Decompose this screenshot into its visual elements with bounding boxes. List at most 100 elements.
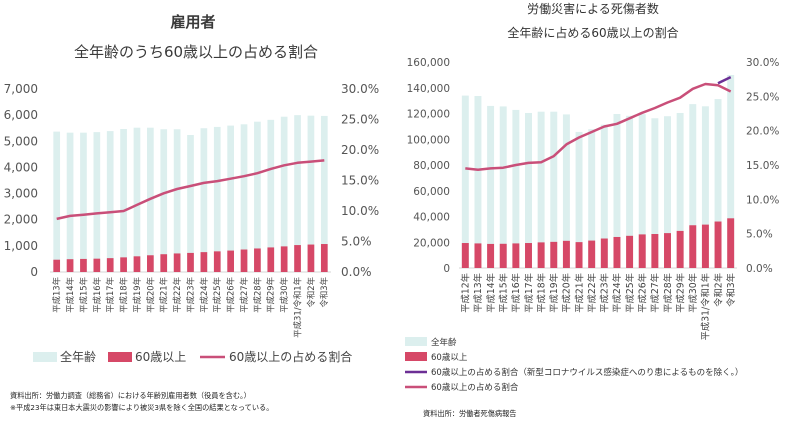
bar-all-ages bbox=[240, 124, 248, 273]
bar-all-ages bbox=[213, 126, 221, 273]
ratio-line bbox=[465, 82, 732, 172]
y-tick-label: 140,000 bbox=[407, 83, 450, 95]
bar-over60 bbox=[664, 233, 671, 268]
right-title-line1: 労働災害による死傷者数 bbox=[527, 1, 659, 16]
x-tick-label: 平成27年 bbox=[649, 273, 661, 313]
bar-all-ages bbox=[727, 75, 735, 268]
legend-swatch-all-ages bbox=[33, 352, 57, 362]
bar-all-ages bbox=[173, 129, 181, 272]
bar-over60 bbox=[588, 240, 596, 268]
bar-over60 bbox=[307, 244, 315, 272]
bar-over60 bbox=[66, 259, 74, 272]
x-tick-label: 平成23年 bbox=[185, 277, 195, 313]
bar-all-ages bbox=[626, 115, 634, 268]
right-x-axis-labels: 平成12年 平成13年 平成14年 平成15年 平成16年 平成17年 平成18年 平成19年… bbox=[460, 273, 737, 340]
x-tick-label: 令和3年 bbox=[319, 277, 329, 307]
right-y2-axis: 0.0% 5.0% 10.0% 15.0% 20.0% 25.0% 30.0% bbox=[746, 57, 779, 275]
bar-over60 bbox=[254, 248, 261, 272]
y2-tick-label: 5.0% bbox=[341, 235, 372, 249]
bar-over60 bbox=[600, 238, 608, 268]
legend-swatch-over60 bbox=[405, 352, 427, 361]
bar-over60 bbox=[93, 258, 101, 272]
y-tick-label: 3,000 bbox=[4, 187, 38, 201]
bar-all-ages bbox=[664, 116, 671, 268]
bar-all-ages bbox=[525, 112, 532, 268]
y-tick-label: 80,000 bbox=[413, 160, 450, 172]
y-tick-label: 1,000 bbox=[4, 239, 38, 253]
y2-tick-label: 30.0% bbox=[746, 57, 779, 69]
bar-all-ages bbox=[588, 129, 596, 268]
x-tick-label: 平成13年 bbox=[52, 277, 62, 313]
y2-tick-label: 25.0% bbox=[341, 113, 379, 127]
x-tick-label: 平成25年 bbox=[212, 277, 222, 313]
bar-all-ages bbox=[701, 106, 709, 268]
bar-all-ages bbox=[537, 111, 545, 268]
right-legend: 全年齢 60歳以上 60歳以上の占める割合（新型コロナウイルス感染症へのり患によ… bbox=[405, 337, 743, 393]
bar-over60 bbox=[525, 243, 532, 268]
y-tick-label: 0 bbox=[30, 265, 38, 279]
x-tick-label: 平成31/令和1年 bbox=[292, 277, 302, 338]
left-legend-ratio: 60歳以上の占める割合 bbox=[229, 349, 352, 364]
right-y-axis: 0 20,000 40,000 60,000 80,000 100,000 120,000 1… bbox=[407, 57, 450, 275]
bar-over60 bbox=[173, 253, 181, 272]
x-tick-label: 平成13年 bbox=[472, 273, 484, 313]
y2-tick-label: 5.0% bbox=[746, 229, 773, 241]
bar-all-ages bbox=[474, 95, 482, 269]
x-tick-label: 平成21年 bbox=[159, 277, 169, 313]
bar-over60 bbox=[200, 252, 208, 272]
x-tick-label: 平成25年 bbox=[624, 273, 636, 313]
right-ratio-lines bbox=[465, 75, 732, 172]
bar-over60 bbox=[512, 243, 520, 268]
bar-over60 bbox=[676, 230, 684, 268]
left-legend: 全年齢 60歳以上 60歳以上の占める割合 bbox=[33, 349, 352, 364]
bar-all-ages bbox=[294, 115, 301, 273]
bar-over60 bbox=[626, 235, 634, 268]
bar-all-ages bbox=[613, 114, 621, 268]
x-tick-label: 平成24年 bbox=[199, 277, 209, 313]
bar-all-ages bbox=[66, 132, 74, 272]
bar-over60 bbox=[80, 258, 87, 272]
x-tick-label: 平成16年 bbox=[510, 273, 522, 313]
x-tick-label: 平成18年 bbox=[535, 273, 547, 313]
bar-all-ages bbox=[254, 121, 261, 272]
bar-over60 bbox=[120, 257, 127, 272]
bar-all-ages bbox=[160, 129, 168, 272]
bar-all-ages bbox=[53, 131, 61, 272]
bar-over60 bbox=[727, 218, 735, 268]
y-tick-label: 40,000 bbox=[413, 212, 450, 224]
x-tick-label: 平成17年 bbox=[523, 273, 535, 313]
left-source-line2: ※平成23年は東日本大震災の影響により被災3県を除く全国の結果となっている。 bbox=[10, 403, 273, 412]
left-subtitle: 全年齢のうち60歳以上の占める割合 bbox=[74, 43, 318, 61]
x-tick-label: 平成14年 bbox=[65, 277, 75, 313]
bar-all-ages bbox=[689, 104, 697, 268]
bar-over60 bbox=[213, 251, 221, 272]
bar-all-ages bbox=[93, 132, 101, 272]
y2-tick-label: 10.0% bbox=[746, 194, 779, 206]
x-tick-label: 平成26年 bbox=[636, 273, 648, 313]
x-tick-label: 平成27年 bbox=[239, 277, 249, 313]
left-legend-all-ages: 全年齢 bbox=[60, 349, 96, 364]
bar-all-ages bbox=[106, 131, 114, 272]
right-legend-over60: 60歳以上 bbox=[431, 352, 468, 363]
x-tick-label: 平成12年 bbox=[460, 273, 472, 313]
bar-over60 bbox=[187, 252, 194, 272]
bar-over60 bbox=[562, 240, 570, 268]
right-bars bbox=[461, 75, 735, 269]
x-tick-label: 平成20年 bbox=[145, 277, 155, 313]
ratio-line bbox=[717, 75, 732, 85]
bar-all-ages bbox=[676, 112, 684, 268]
left-heading: 雇用者 bbox=[170, 13, 215, 31]
bar-all-ages bbox=[80, 132, 87, 272]
bar-over60 bbox=[133, 256, 141, 272]
y2-tick-label: 20.0% bbox=[341, 143, 379, 157]
x-tick-label: 平成15年 bbox=[497, 273, 509, 313]
bar-all-ages bbox=[320, 115, 328, 272]
x-tick-label: 平成30年 bbox=[687, 273, 699, 313]
right-title-line2: 全年齢に占める60歳以上の割合 bbox=[507, 25, 678, 40]
x-tick-label: 平成18年 bbox=[119, 277, 129, 313]
bar-over60 bbox=[320, 244, 328, 272]
bar-over60 bbox=[701, 224, 709, 268]
bar-all-ages bbox=[307, 115, 315, 272]
x-tick-label: 平成31/令和1年 bbox=[700, 273, 712, 340]
x-tick-label: 平成16年 bbox=[92, 277, 102, 313]
